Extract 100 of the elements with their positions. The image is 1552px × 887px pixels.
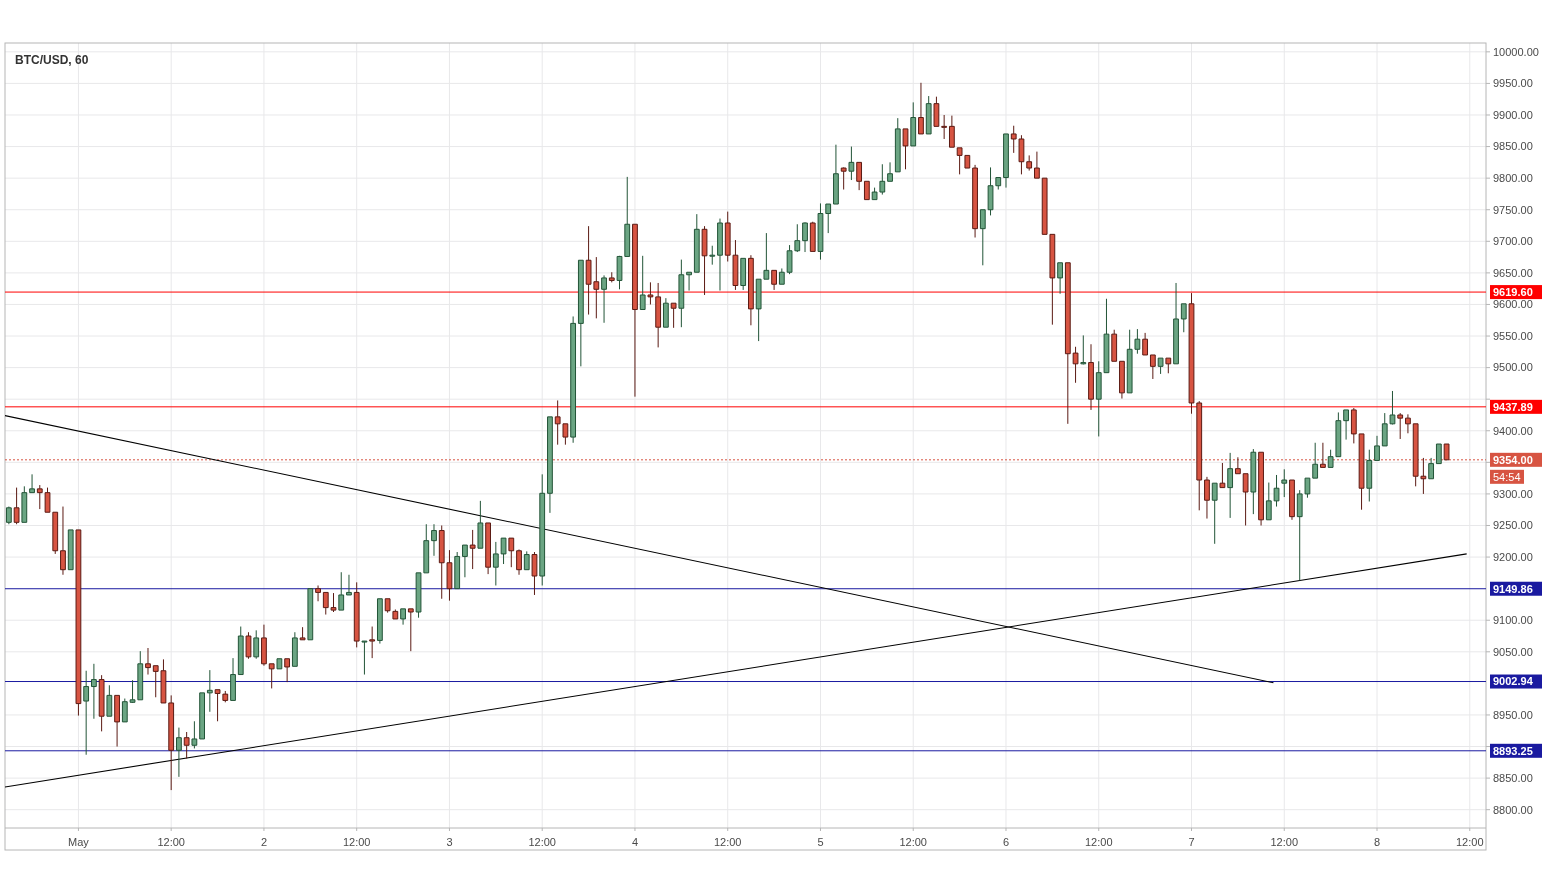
candlestick [261, 624, 267, 667]
candlestick [1064, 262, 1071, 425]
candlestick [431, 523, 437, 557]
candlestick [1242, 473, 1249, 526]
candlestick [353, 581, 360, 648]
candlestick [1366, 449, 1373, 502]
text: BTC/USD, 60 [15, 53, 89, 67]
candlestick [454, 551, 461, 590]
candlestick [662, 297, 669, 328]
candlestick [948, 115, 955, 148]
candlestick [1281, 468, 1288, 498]
x-tick-label: 7 [1188, 836, 1195, 848]
candlestick [670, 302, 677, 329]
y-tick-label: 9950.00 [1493, 77, 1533, 90]
y-tick-label: 9650.00 [1493, 266, 1533, 279]
candlestick [1350, 407, 1357, 444]
candlestick [75, 529, 82, 717]
y-tick-label: 9250.00 [1493, 519, 1533, 532]
candlestick [400, 608, 406, 626]
candlestick [608, 271, 615, 283]
candlestick [13, 487, 20, 525]
candlestick [284, 658, 291, 683]
x-tick-label: 12:00 [1084, 836, 1113, 848]
candlestick [902, 128, 909, 170]
candlestick [1374, 435, 1380, 461]
candlestick [678, 259, 685, 328]
candlestick [1088, 343, 1094, 411]
candlestick [709, 245, 716, 266]
candlestick [392, 608, 399, 620]
candlestick [778, 267, 785, 285]
candlestick [477, 500, 484, 549]
candlestick [268, 663, 275, 689]
candlestick [693, 213, 700, 273]
candlestick [145, 647, 151, 676]
ref-line-label: 9619.60 [1493, 285, 1533, 298]
ref-line-label: 9149.86 [1493, 582, 1533, 595]
y-tick-label: 9500.00 [1493, 361, 1533, 374]
candlestick [106, 684, 113, 717]
y-tick-label: 9200.00 [1493, 550, 1533, 563]
candlestick [771, 269, 777, 291]
x-tick-label: 12:00 [899, 836, 927, 848]
y-tick-label: 9100.00 [1493, 614, 1533, 627]
candlestick [1428, 457, 1435, 480]
candlestick [848, 146, 855, 181]
candlestick [894, 117, 901, 173]
candlestick [469, 529, 476, 570]
candlestick [1180, 303, 1187, 333]
candlestick [500, 537, 507, 565]
candlestick [462, 544, 468, 578]
candlestick [369, 626, 376, 659]
candlestick [516, 548, 522, 576]
y-tick-label: 9700.00 [1493, 235, 1533, 248]
candlestick [639, 255, 646, 311]
candlestick [338, 571, 345, 611]
x-tick-label: 12:00 [342, 836, 371, 848]
x-tick-label: 2 [260, 836, 268, 848]
candlestick [346, 574, 352, 596]
candlestick [1250, 448, 1257, 515]
x-tick-label: 12:00 [157, 836, 185, 848]
candlestick [1034, 151, 1040, 179]
candlestick [183, 731, 190, 760]
x-tick-label: 3 [446, 836, 453, 848]
candlestick [840, 166, 847, 191]
candlestick [686, 271, 692, 292]
candlestick [407, 608, 414, 652]
y-tick-label: 8950.00 [1493, 708, 1533, 721]
candlestick [933, 96, 940, 127]
candlestick [531, 551, 538, 596]
candlestick [748, 254, 754, 326]
candlestick [809, 221, 816, 252]
candlestick [315, 584, 321, 602]
x-tick-label: 12:00 [528, 836, 556, 848]
y-tick-label: 9300.00 [1493, 487, 1533, 500]
candlestick [5, 506, 12, 525]
candlestick [740, 257, 747, 291]
x-tick-label: 12:00 [1456, 836, 1484, 848]
ref-line-label: 9002.94 [1493, 675, 1534, 688]
candlestick [276, 658, 283, 670]
y-tick-label: 9800.00 [1493, 172, 1533, 184]
candlestick [570, 315, 577, 444]
candlestick [245, 631, 252, 660]
candlestick [941, 114, 948, 140]
candlestick [492, 541, 499, 586]
candlestick [547, 416, 553, 514]
candlestick [1111, 329, 1118, 362]
candlestick [1080, 334, 1087, 365]
x-tick-label: 5 [817, 836, 824, 848]
candlestick [655, 282, 662, 348]
candlestick [802, 221, 808, 253]
candlestick [1057, 262, 1063, 295]
candlestick [1211, 482, 1218, 545]
y-tick-label: 9400.00 [1493, 424, 1533, 437]
candlestick [299, 626, 306, 641]
x-tick-label: 4 [631, 836, 639, 848]
candlestick [29, 473, 35, 494]
candlestick [253, 629, 260, 660]
candlestick [60, 506, 66, 576]
candlestick [1204, 476, 1210, 520]
candlestick [577, 259, 584, 367]
candlestick [1119, 360, 1125, 400]
